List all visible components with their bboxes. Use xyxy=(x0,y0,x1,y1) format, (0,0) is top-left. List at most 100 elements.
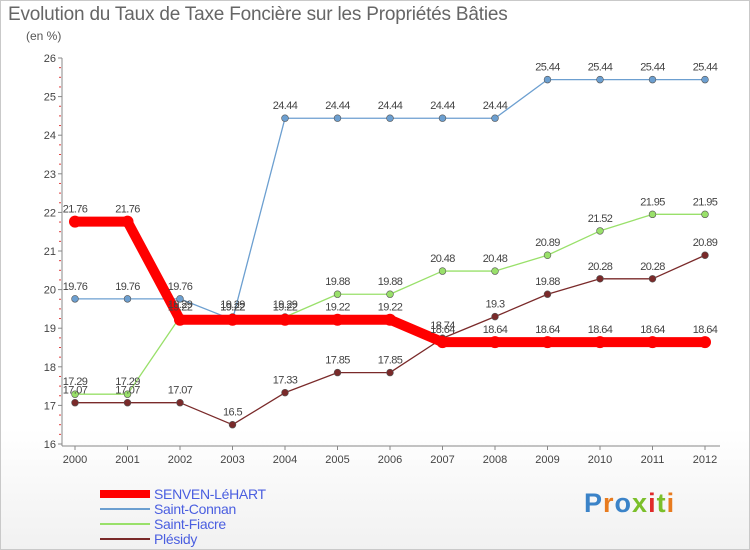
data-point xyxy=(491,312,499,321)
legend-swatch xyxy=(100,489,150,498)
data-point xyxy=(176,295,184,303)
data-point xyxy=(333,114,342,122)
data-label: 18.64 xyxy=(535,324,560,336)
data-point xyxy=(71,398,79,407)
x-tick-label: 2005 xyxy=(325,454,349,466)
data-point xyxy=(281,388,289,397)
data-label: 19.29 xyxy=(168,299,193,311)
data-label: 17.07 xyxy=(168,385,193,397)
x-tick-label: 2003 xyxy=(220,454,244,466)
data-point xyxy=(386,290,394,298)
legend-swatch xyxy=(100,537,150,540)
data-point xyxy=(596,275,604,283)
data-label: 25.44 xyxy=(535,62,560,74)
x-tick-label: 2009 xyxy=(535,454,559,466)
data-label: 19.88 xyxy=(535,276,560,288)
data-point xyxy=(386,114,394,122)
data-point xyxy=(648,210,657,219)
logo-letter: r xyxy=(603,488,615,518)
x-tick-label: 2010 xyxy=(588,454,612,466)
data-point xyxy=(123,295,132,303)
data-label: 24.44 xyxy=(273,100,298,112)
y-tick-label: 24 xyxy=(44,130,56,142)
y-tick-label: 21 xyxy=(44,246,56,258)
data-label: 16.5 xyxy=(223,407,242,419)
data-point xyxy=(121,215,134,228)
data-label: 19.22 xyxy=(325,302,350,314)
data-label: 19.29 xyxy=(220,299,245,311)
x-tick-label: 2006 xyxy=(378,454,402,466)
logo-letter: o xyxy=(614,488,633,518)
data-point xyxy=(279,313,291,326)
data-label: 24.44 xyxy=(483,100,508,112)
data-point xyxy=(491,114,499,122)
data-label: 19.3 xyxy=(485,299,504,311)
legend-label: Saint-Fiacre xyxy=(154,515,226,532)
legend-label: Plésidy xyxy=(154,530,198,547)
data-label: 17.07 xyxy=(115,385,140,397)
data-point xyxy=(384,313,396,326)
y-tick-label: 23 xyxy=(44,169,56,181)
data-point xyxy=(123,398,132,407)
logo-letter: P xyxy=(584,488,604,518)
data-point xyxy=(174,313,186,326)
data-label: 20.89 xyxy=(535,237,560,249)
data-point xyxy=(543,75,552,84)
data-label: 19.22 xyxy=(378,302,403,314)
data-label: 19.76 xyxy=(63,281,88,293)
data-point xyxy=(543,251,552,259)
data-label: 17.85 xyxy=(378,355,403,367)
y-tick-label: 26 xyxy=(44,53,56,65)
data-label: 20.28 xyxy=(588,261,613,273)
data-point xyxy=(438,114,447,122)
data-point xyxy=(489,336,501,349)
legend-item: Saint-Fiacre xyxy=(100,515,266,532)
proxiti-logo: Proxiti xyxy=(584,488,675,519)
data-label: 21.76 xyxy=(63,204,88,216)
legend-item: Plésidy xyxy=(100,530,266,547)
data-point xyxy=(176,398,184,407)
data-label: 21.52 xyxy=(588,213,613,225)
data-point xyxy=(228,421,237,429)
data-label: 18.64 xyxy=(588,324,613,336)
data-point xyxy=(701,210,709,219)
data-point xyxy=(701,251,709,259)
data-label: 19.88 xyxy=(325,276,350,288)
data-point xyxy=(71,295,79,303)
chart-title: Evolution du Taux de Taxe Foncière sur l… xyxy=(8,4,508,25)
x-tick-label: 2011 xyxy=(641,454,665,466)
data-label: 17.29 xyxy=(63,376,88,388)
data-label: 19.76 xyxy=(115,281,140,293)
data-point xyxy=(594,336,606,349)
data-label: 18.64 xyxy=(693,324,718,336)
data-point xyxy=(333,368,342,377)
data-label: 19.76 xyxy=(168,281,193,293)
x-tick-label: 2007 xyxy=(430,454,454,466)
data-label: 19.88 xyxy=(378,276,403,288)
x-tick-label: 2008 xyxy=(483,454,507,466)
data-label: 24.44 xyxy=(378,100,403,112)
data-label: 20.48 xyxy=(430,253,455,265)
data-point xyxy=(648,75,657,84)
data-label: 21.76 xyxy=(115,204,140,216)
data-point xyxy=(281,114,289,122)
x-tick-label: 2004 xyxy=(273,454,297,466)
data-label: 25.44 xyxy=(588,62,613,74)
data-point xyxy=(541,336,554,349)
data-point xyxy=(596,227,604,235)
legend-item: Saint-Connan xyxy=(100,501,266,517)
y-tick-label: 19 xyxy=(44,323,56,335)
data-label: 18.64 xyxy=(430,324,455,336)
data-point xyxy=(648,275,657,283)
data-label: 17.85 xyxy=(325,355,350,367)
data-point xyxy=(123,390,132,398)
data-point xyxy=(333,290,342,298)
data-point xyxy=(646,336,659,349)
data-label: 25.44 xyxy=(693,62,718,74)
data-label: 21.95 xyxy=(640,196,665,208)
data-point xyxy=(701,75,709,84)
legend-swatch xyxy=(100,522,150,525)
y-unit-label: (en %) xyxy=(26,29,62,43)
